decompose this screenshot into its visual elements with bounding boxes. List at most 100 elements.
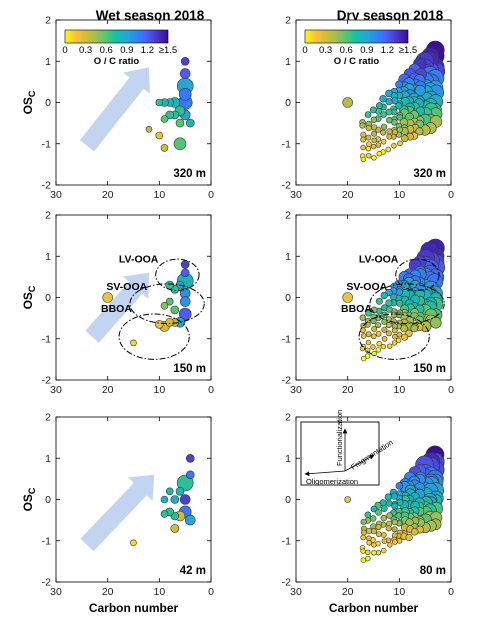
data-point <box>365 527 372 534</box>
oligomerization-label: Oligomerization <box>306 477 358 486</box>
ellipse-bboa <box>358 313 430 360</box>
data-point <box>371 325 378 332</box>
data-point <box>360 557 366 563</box>
data-point <box>385 108 393 116</box>
colorbar-tick: 0.6 <box>340 45 353 56</box>
x-axis-label: Carbon number <box>89 601 179 615</box>
data-point <box>361 355 367 362</box>
y-tick-label: 1 <box>45 56 51 68</box>
data-point <box>381 318 388 325</box>
data-point <box>386 116 393 124</box>
data-point <box>391 526 398 533</box>
data-point <box>364 353 371 359</box>
data-point <box>179 296 191 307</box>
data-point <box>375 142 382 148</box>
x-tick-label: 10 <box>153 189 165 201</box>
data-point <box>180 268 190 278</box>
data-point <box>360 333 367 339</box>
data-point <box>170 495 180 504</box>
data-point <box>371 549 377 556</box>
data-point <box>392 333 398 340</box>
data-point <box>401 134 409 143</box>
y-tick-label: 0 <box>45 292 51 304</box>
factor-label: LV-OOA <box>119 253 159 265</box>
data-point <box>366 141 372 147</box>
colorbar-tick: ≥1.5 <box>159 45 177 56</box>
y-axis-label: OSC <box>21 285 37 309</box>
data-point <box>160 115 169 123</box>
data-point <box>178 307 192 321</box>
oligomerization-arrow <box>304 470 346 477</box>
x-tick-label: 20 <box>102 384 114 396</box>
data-point <box>371 130 378 137</box>
x-tick-label: 30 <box>290 189 302 201</box>
y-tick-label: -2 <box>282 375 291 387</box>
colorbar-label: O / C ratio <box>334 56 380 67</box>
colorbar-tick: 0 <box>302 45 307 56</box>
y-tick-label: 2 <box>45 412 51 424</box>
data-point <box>366 540 372 546</box>
data-point <box>391 327 398 334</box>
data-point <box>381 538 388 545</box>
trend-arrow <box>79 67 150 152</box>
altitude-label: 150 m <box>413 363 446 375</box>
data-point <box>170 524 180 533</box>
data-point <box>175 486 185 496</box>
fragmentation-arrow <box>344 454 375 472</box>
x-tick-label: 30 <box>290 384 302 396</box>
data-point <box>344 496 352 503</box>
data-point <box>370 317 377 325</box>
ellipse-sv-ooa <box>369 283 445 324</box>
data-point <box>387 542 393 548</box>
data-point <box>380 291 388 300</box>
altitude-label: 150 m <box>173 363 206 375</box>
data-point <box>396 331 403 338</box>
data-point <box>371 137 378 144</box>
y-axis-label: OSC <box>21 90 37 114</box>
data-point <box>385 525 392 532</box>
x-tick-label: 10 <box>393 586 405 598</box>
data-point <box>179 68 191 79</box>
data-point <box>360 144 366 151</box>
data-point <box>396 114 404 121</box>
data-point <box>410 324 419 333</box>
data-point <box>385 306 393 313</box>
data-point <box>360 518 367 525</box>
data-point <box>365 125 372 132</box>
data-point <box>375 330 382 337</box>
data-point <box>414 85 426 97</box>
y-tick-label: 2 <box>45 15 51 27</box>
data-point <box>175 118 185 128</box>
y-tick-label: -1 <box>42 138 51 150</box>
data-point <box>365 309 372 317</box>
data-point <box>386 512 394 519</box>
x-tick-label: 0 <box>448 384 454 396</box>
x-tick-label: 10 <box>153 384 165 396</box>
data-point <box>380 129 387 136</box>
ellipse-sv-ooa <box>129 283 205 324</box>
y-tick-label: -1 <box>282 138 291 150</box>
data-point <box>391 502 399 510</box>
data-point <box>415 127 424 136</box>
data-point <box>397 140 403 147</box>
y-tick-label: -2 <box>282 577 291 589</box>
ellipse-lv-ooa <box>395 258 440 291</box>
data-point <box>342 292 354 303</box>
factor-label: BBOA <box>101 303 132 315</box>
data-point <box>185 514 196 526</box>
colorbar-tick: 0.6 <box>100 45 113 56</box>
data-point <box>401 333 409 341</box>
x-tick-label: 0 <box>448 189 454 201</box>
data-point <box>385 299 393 307</box>
y-tick-label: 0 <box>45 97 51 109</box>
colorbar-tick: 1.2 <box>381 45 394 56</box>
data-point <box>429 316 442 329</box>
data-point <box>145 126 153 133</box>
data-point <box>366 535 372 542</box>
x-tick-label: 10 <box>393 384 405 396</box>
functionalization-label: Functionalization <box>335 410 344 466</box>
data-point <box>370 523 377 530</box>
data-point <box>365 339 372 346</box>
